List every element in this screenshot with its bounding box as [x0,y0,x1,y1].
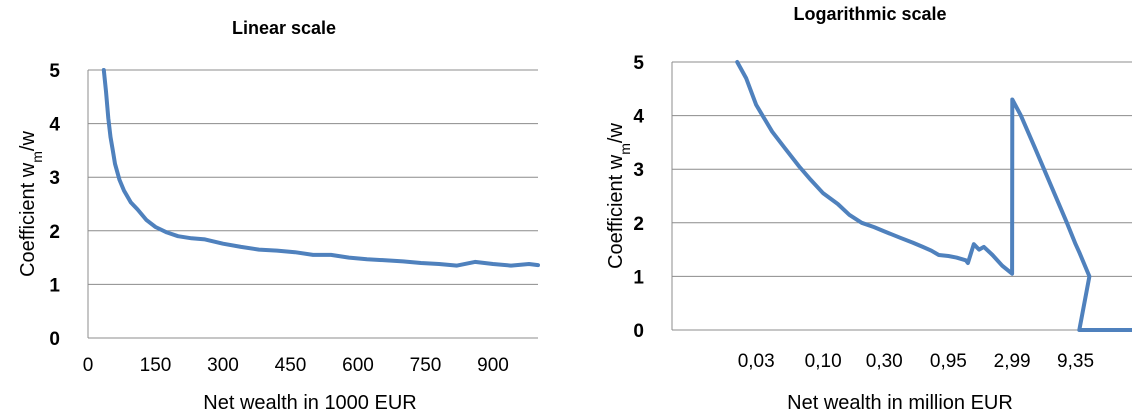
left-chart-title: Linear scale [232,18,336,38]
y-tick-label: 5 [49,61,60,82]
x-tick-label: 150 [140,355,172,376]
y-tick-label: 1 [633,267,644,288]
y-tick-label: 2 [49,222,60,243]
x-tick-label: 0,30 [866,351,903,372]
left-y-axis-label: Coefficient wm/w [17,131,45,277]
right-chart-plot: 0 1 2 3 4 5 0,03 0,10 0,30 0,95 2,99 9,35 [633,53,1132,372]
y-tick-label: 4 [49,115,60,136]
series-line [735,60,1132,332]
x-tick-label: 0,03 [738,351,775,372]
x-tick-label: 9,35 [1057,351,1094,372]
x-tick-label: 750 [410,355,442,376]
y-tick-label: 1 [49,275,60,296]
series-line [101,68,540,268]
x-tick-label: 0 [83,355,94,376]
y-tick-label: 0 [633,321,644,342]
x-tick-label: 600 [342,355,374,376]
y-tick-label: 5 [633,53,644,74]
y-tick-label: 3 [49,168,60,189]
right-chart-title: Logarithmic scale [793,4,946,24]
x-tick-label: 0,10 [805,351,842,372]
y-tick-label: 2 [633,214,644,235]
right-x-axis-label: Net wealth in million EUR [787,392,1013,414]
x-tick-label: 2,99 [994,351,1031,372]
right-y-axis-label: Coefficient wm/w [605,123,633,269]
left-x-axis-label: Net wealth in 1000 EUR [203,392,416,414]
y-tick-label: 4 [633,107,644,128]
x-tick-label: 0,95 [930,351,967,372]
x-tick-label: 300 [207,355,239,376]
x-tick-label: 450 [275,355,307,376]
y-tick-label: 3 [633,160,644,181]
y-tick-label: 0 [49,329,60,350]
x-tick-label: 900 [477,355,509,376]
